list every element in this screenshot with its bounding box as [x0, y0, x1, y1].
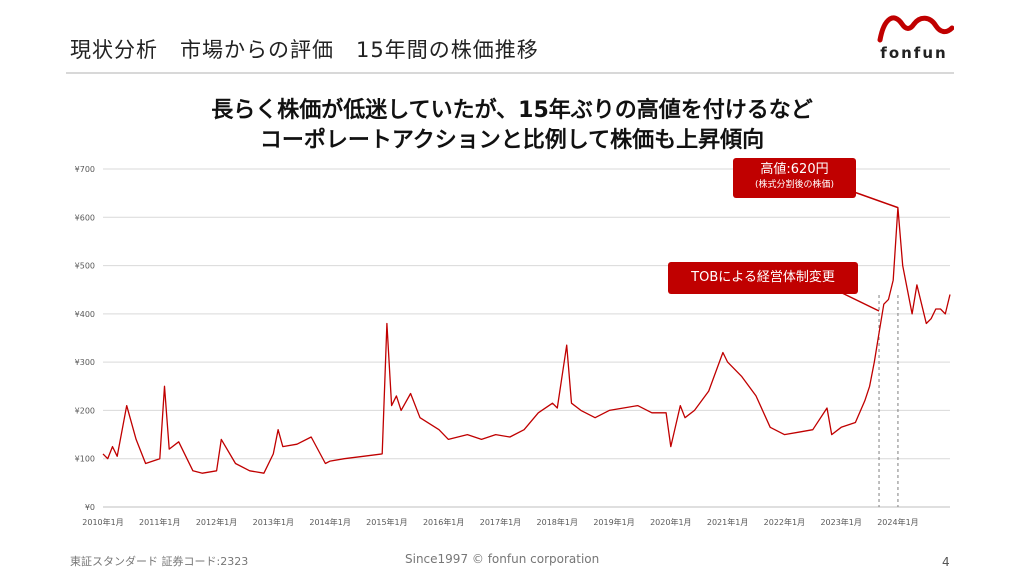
- headline-line-2: コーポレートアクションと比例して株価も上昇傾向: [259, 128, 765, 153]
- headline-line-1: 長らく株価が低迷していたが、15年ぶりの高値を付けるなど: [211, 98, 813, 123]
- fonfun-logo: fonfun: [874, 10, 954, 68]
- x-tick-label: 2020年1月: [650, 517, 691, 527]
- x-tick-label: 2017年1月: [480, 517, 521, 527]
- footer-stock-code: 東証スタンダード 証券コード:2323: [70, 555, 249, 568]
- x-tick-label: 2021年1月: [707, 517, 748, 527]
- y-axis-ticks: ¥0 ¥100 ¥200 ¥300 ¥400 ¥500 ¥600 ¥700: [75, 165, 95, 512]
- footer-copyright: Since1997 © fonfun corporation: [405, 552, 600, 566]
- chart-reference-lines: [878, 295, 899, 507]
- x-tick-label: 2022年1月: [764, 517, 805, 527]
- y-tick-label: ¥300: [75, 358, 95, 367]
- logo-mark-icon: [877, 15, 954, 43]
- y-tick-label: ¥0: [85, 503, 95, 512]
- chart-gridlines: [103, 168, 950, 508]
- x-tick-label: 2013年1月: [253, 517, 294, 527]
- high-price-callout-sub: (株式分割後の株価): [754, 180, 835, 190]
- x-tick-label: 2015年1月: [366, 517, 407, 527]
- title-divider: [66, 72, 954, 74]
- page-number: 4: [942, 555, 950, 569]
- x-tick-label: 2012年1月: [196, 517, 237, 527]
- x-tick-label: 2018年1月: [537, 517, 578, 527]
- x-tick-label: 2014年1月: [309, 517, 350, 527]
- x-tick-label: 2023年1月: [820, 517, 861, 527]
- y-tick-label: ¥700: [75, 165, 95, 174]
- high-price-callout-main: 高値:620円: [760, 162, 829, 177]
- y-tick-label: ¥500: [75, 262, 95, 271]
- x-tick-label: 2016年1月: [423, 517, 464, 527]
- y-tick-label: ¥100: [75, 455, 95, 464]
- y-tick-label: ¥400: [75, 310, 95, 319]
- x-tick-label: 2011年1月: [139, 517, 180, 527]
- price-line: [102, 206, 951, 474]
- high-price-callout: 高値:620円 (株式分割後の株価): [733, 158, 856, 198]
- x-tick-label: 2019年1月: [593, 517, 634, 527]
- tob-callout: TOBによる経営体制変更: [668, 262, 858, 294]
- tob-callout-pointer: [839, 291, 880, 312]
- slide-title: 現状分析 市場からの評価 15年間の株価推移: [70, 38, 539, 62]
- x-axis-ticks: 2010年1月 2011年1月 2012年1月 2013年1月 2014年1月 2015年…: [82, 517, 918, 527]
- x-tick-label: 2010年1月: [82, 517, 123, 527]
- chart-series: [102, 206, 951, 474]
- high-callout-pointer: [853, 191, 899, 209]
- y-tick-label: ¥600: [75, 213, 95, 222]
- logo-wordmark: fonfun: [880, 44, 948, 62]
- y-tick-label: ¥200: [75, 406, 95, 415]
- x-tick-label: 2024年1月: [877, 517, 918, 527]
